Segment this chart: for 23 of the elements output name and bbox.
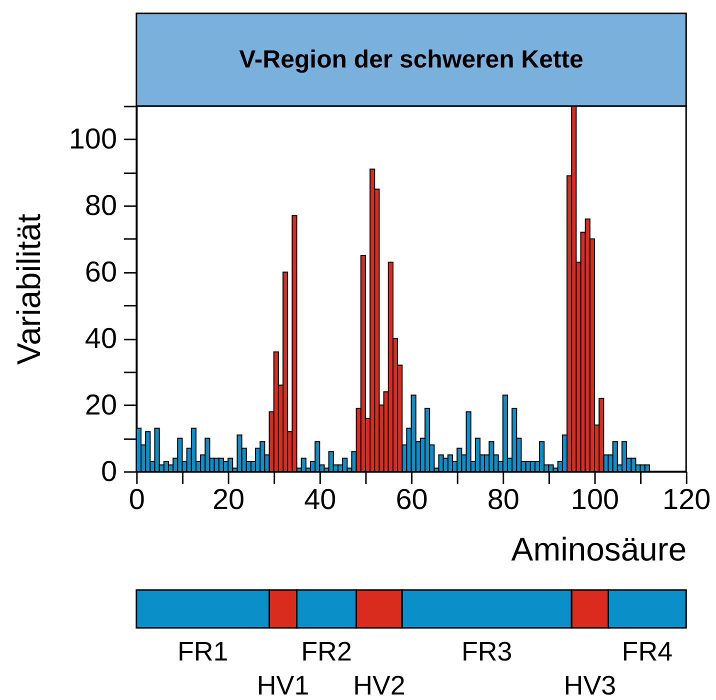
x-tick-label: 80 (487, 484, 520, 516)
series-label: HV2 (353, 670, 406, 700)
x-tick-label: 40 (304, 484, 336, 516)
series-label: HV3 (564, 670, 616, 700)
y-tick-label: 40 (84, 323, 118, 356)
chart-title: V-Region der schweren Kette (239, 46, 584, 74)
x-axis-title: Aminosäure (511, 530, 687, 568)
x-tick-label: 60 (396, 484, 428, 516)
series-label: FR4 (622, 636, 673, 667)
x-tick-label: 100 (570, 484, 620, 516)
x-tick-label: 120 (662, 484, 711, 516)
series-label: HV1 (256, 670, 310, 700)
x-tick-label: 20 (212, 484, 245, 516)
y-tick-label: 20 (84, 390, 118, 422)
y-tick-label: 80 (84, 190, 118, 222)
series-label: FR1 (177, 636, 228, 667)
y-tick-label: 0 (100, 456, 118, 488)
y-tick-label: 100 (68, 124, 118, 156)
y-tick-label: 60 (84, 256, 118, 289)
series-label: FR2 (301, 636, 352, 667)
x-tick-label: 0 (128, 484, 145, 516)
series-label: FR3 (461, 636, 512, 667)
y-axis-title: Variabilität (10, 214, 47, 365)
